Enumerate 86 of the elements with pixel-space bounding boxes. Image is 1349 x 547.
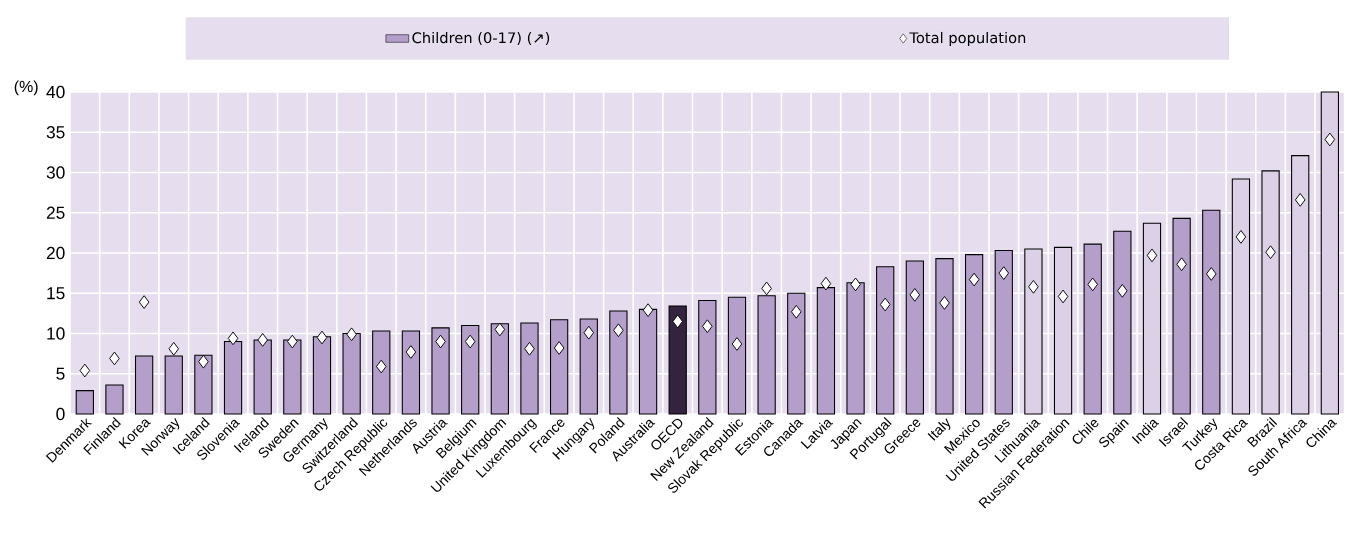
bar	[1024, 248, 1043, 415]
point	[198, 354, 209, 369]
legend-label: Total population	[909, 31, 1026, 47]
bar	[698, 299, 717, 415]
point	[702, 319, 713, 334]
point	[939, 296, 950, 310]
point	[968, 272, 980, 287]
point	[820, 276, 832, 291]
bar	[609, 310, 628, 415]
y-tick-label: 10	[47, 327, 65, 340]
point	[257, 333, 268, 347]
bar	[1172, 217, 1191, 415]
bar	[905, 260, 924, 415]
point	[879, 297, 891, 312]
bar	[1202, 209, 1221, 415]
y-axis-title: (%)	[14, 80, 38, 96]
point	[553, 341, 565, 355]
point	[1294, 193, 1306, 207]
point	[1057, 289, 1069, 304]
y-tick-label: 15	[47, 287, 65, 300]
bar	[1053, 246, 1073, 415]
y-tick-label: 35	[46, 126, 65, 139]
point	[1176, 257, 1187, 272]
bar	[401, 330, 421, 415]
point	[1117, 283, 1128, 298]
y-tick-label: 20	[46, 246, 65, 260]
bar	[372, 330, 391, 415]
bar	[579, 318, 598, 415]
point	[464, 334, 476, 349]
bar	[965, 254, 984, 415]
bar	[1113, 230, 1132, 415]
bar	[490, 323, 509, 415]
y-tick-label: 25	[46, 206, 65, 219]
bar	[134, 355, 154, 415]
legend-label: Children (0-17) (↗)	[412, 31, 550, 45]
bar	[1083, 243, 1102, 415]
point	[761, 281, 772, 296]
bar	[876, 266, 895, 415]
point	[791, 304, 802, 319]
point	[850, 277, 861, 292]
bar	[1291, 155, 1310, 415]
point	[79, 363, 91, 378]
point	[1146, 248, 1158, 263]
point	[346, 327, 357, 342]
bar	[75, 390, 94, 415]
bar	[431, 327, 450, 415]
bar	[1261, 170, 1280, 415]
point	[1087, 277, 1098, 292]
point	[375, 359, 387, 374]
point	[494, 322, 506, 337]
point	[1028, 279, 1039, 294]
point	[287, 334, 298, 349]
y-tick-label: 30	[46, 166, 65, 179]
bar	[1142, 222, 1162, 415]
point	[524, 341, 535, 356]
point	[138, 295, 150, 309]
bar	[1320, 91, 1339, 415]
bar	[787, 292, 806, 415]
bar	[194, 354, 213, 415]
point	[316, 330, 328, 345]
point	[731, 337, 743, 351]
point	[672, 314, 683, 329]
point	[642, 303, 654, 318]
point	[583, 325, 595, 340]
bar	[1231, 178, 1251, 415]
point	[909, 287, 921, 302]
point	[998, 266, 1010, 280]
point	[1265, 245, 1276, 260]
y-tick-label: 40	[46, 85, 65, 99]
bar	[549, 319, 569, 415]
bar	[520, 322, 539, 415]
point	[435, 334, 446, 349]
point	[1235, 230, 1247, 244]
y-tick-label: 5	[56, 367, 65, 380]
point	[109, 351, 120, 366]
bar	[727, 296, 747, 415]
point	[1206, 267, 1217, 281]
point	[405, 345, 417, 359]
bar	[105, 384, 124, 415]
point	[613, 323, 624, 338]
bar	[668, 305, 687, 415]
bar	[935, 258, 954, 415]
bar	[994, 250, 1013, 415]
point	[227, 331, 239, 346]
bar	[461, 324, 480, 415]
point	[168, 341, 180, 356]
